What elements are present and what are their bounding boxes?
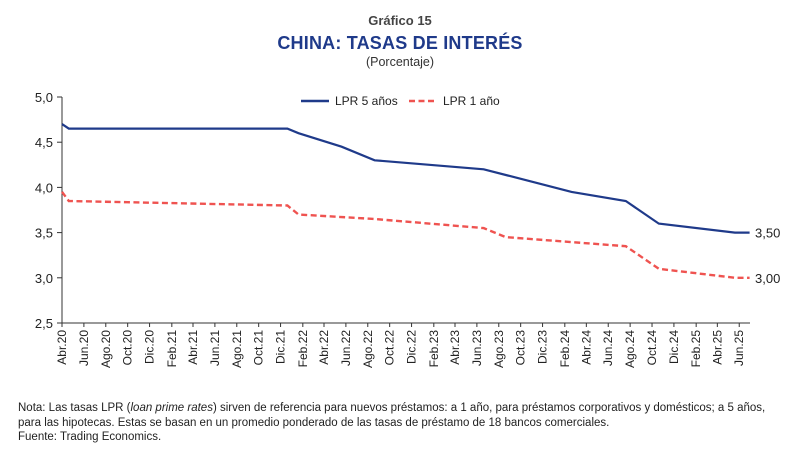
figure-label: Gráfico 15 [368, 13, 432, 28]
x-tick-label: Feb.21 [165, 330, 179, 368]
x-tick-label: Dic.22 [405, 330, 419, 364]
x-tick-label: Dic.23 [536, 330, 550, 364]
x-tick-label: Ago.20 [99, 330, 113, 368]
x-tick-label: Ago.21 [230, 330, 244, 368]
note-text: Nota: Las tasas LPR (loan prime rates) s… [18, 401, 788, 430]
x-tick-label: Abr.22 [317, 330, 331, 365]
x-tick-label: Dic.24 [667, 330, 681, 364]
x-tick-label: Ago.23 [492, 330, 506, 368]
y-tick-label: 4,0 [35, 180, 53, 195]
x-tick-label: Feb.25 [689, 330, 703, 368]
x-tick-label: Feb.23 [427, 330, 441, 368]
x-tick-label: Oct.24 [645, 330, 659, 366]
chart-title: CHINA: TASAS DE INTERÉS [277, 33, 523, 53]
y-tick-label: 5,0 [35, 90, 53, 105]
x-tick-label: Oct.23 [514, 330, 528, 366]
x-tick-label: Dic.21 [274, 330, 288, 364]
end-value-label: 3,50 [755, 226, 780, 241]
x-tick-label: Jun.20 [77, 330, 91, 366]
x-tick-label: Abr.24 [579, 330, 593, 365]
chart-subtitle: (Porcentaje) [365, 55, 435, 69]
x-tick-label: Abr.20 [55, 330, 69, 365]
x-tick-label: Ago.24 [623, 330, 637, 368]
x-tick-label: Oct.21 [252, 330, 266, 366]
x-tick-label: Jun.25 [732, 330, 746, 366]
x-tick-label: Abr.21 [186, 330, 200, 365]
x-tick-label: Jun.21 [208, 330, 222, 366]
legend-label: LPR 1 año [443, 94, 500, 108]
x-tick-label: Feb.22 [296, 330, 310, 368]
x-tick-label: Dic.20 [143, 330, 157, 364]
y-tick-label: 4,5 [35, 135, 53, 150]
x-tick-label: Abr.23 [448, 330, 462, 365]
x-tick-label: Oct.22 [383, 330, 397, 366]
x-tick-label: Jun.23 [470, 330, 484, 366]
x-tick-label: Abr.25 [710, 330, 724, 365]
series-line-lpr-1y [61, 191, 750, 279]
note-italic: loan prime rates [130, 402, 213, 414]
x-tick-label: Jun.22 [339, 330, 353, 366]
y-tick-label: 3,5 [35, 226, 53, 241]
source-text: Fuente: Trading Economics. [18, 431, 162, 443]
chart-note: Nota: Las tasas LPR (loan prime rates) s… [18, 401, 788, 445]
x-tick-label: Ago.22 [361, 330, 375, 368]
x-tick-label: Jun.24 [601, 330, 615, 366]
legend-label: LPR 5 años [335, 94, 398, 108]
x-tick-label: Oct.20 [121, 330, 135, 366]
y-tick-label: 2,5 [35, 316, 53, 331]
x-tick-label: Feb.24 [558, 330, 572, 368]
note-suffix: ) sirven de referencia para nuevos prést… [18, 402, 766, 429]
end-value-label: 3,00 [755, 271, 780, 286]
y-tick-label: 3,0 [35, 271, 53, 286]
note-prefix: Nota: Las tasas LPR ( [18, 402, 131, 414]
series-line-lpr-5y [61, 123, 750, 234]
